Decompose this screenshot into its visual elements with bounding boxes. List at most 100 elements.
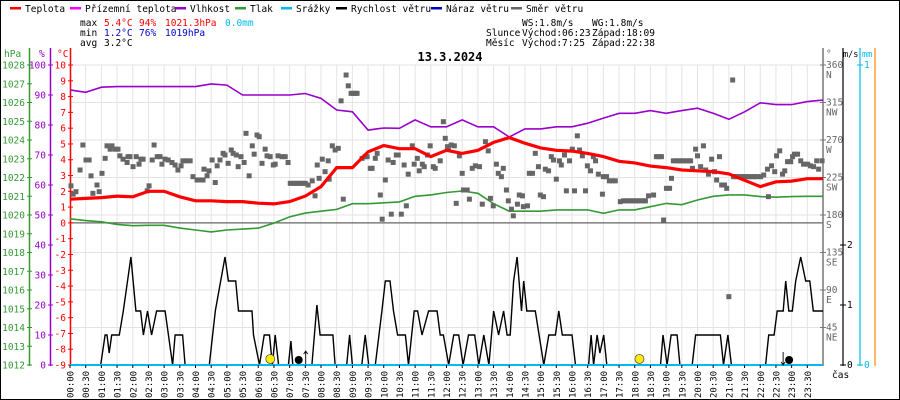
wind-direction-point [117, 153, 123, 159]
wind-direction-point [214, 163, 220, 169]
stat-min-temp: 1.2°C [104, 28, 133, 39]
wind-direction-point [369, 165, 375, 171]
wind-direction-point [553, 176, 559, 182]
wind-direction-point [329, 143, 335, 149]
wind-direction-point [485, 148, 491, 154]
wind-direction-point [777, 148, 783, 154]
wind-direction-point [272, 161, 278, 167]
x-tick-label: 19:00 [663, 371, 673, 398]
wind-direction-point [345, 83, 351, 89]
wind-tick-label: 0 [847, 360, 853, 371]
wind-direction-point [785, 159, 791, 165]
wind-direction-point [700, 143, 706, 149]
wind-direction-point [724, 185, 730, 191]
stat-avg-temp: 3.2°C [104, 38, 133, 49]
x-tick-label: 07:00 [286, 371, 296, 398]
direction-compass-label: W [826, 145, 832, 156]
wind-direction-point [675, 158, 681, 164]
wind-direction-point [693, 146, 699, 152]
wind-direction-point [86, 157, 92, 163]
pressure-tick-label: 1020 [2, 211, 25, 222]
temperature-tick-label: -6 [55, 313, 67, 324]
pressure-tick-label: 1019 [2, 229, 25, 240]
wind-direction-point [338, 98, 344, 104]
wind-direction-point [151, 142, 157, 148]
wind-direction-point [698, 164, 704, 170]
stat-max-humidity: 94% [139, 18, 156, 29]
temperature-tick-label: 4 [60, 155, 66, 166]
direction-axis-label: ° [826, 49, 832, 60]
wind-direction-point [721, 182, 727, 188]
temperature-tick-label: -1 [55, 234, 67, 245]
humidity-axis-label: % [39, 49, 45, 60]
humidity-tick-label: 10 [35, 331, 47, 342]
wind-direction-point [411, 161, 417, 167]
wind-direction-point [726, 294, 732, 300]
wind-direction-point [524, 203, 530, 209]
pressure-tick-label: 1021 [2, 192, 25, 203]
wind-direction-point [279, 154, 285, 160]
wind-direction-point [197, 177, 203, 183]
wind-direction-point [695, 153, 700, 159]
wind-direction-point [469, 165, 475, 171]
wind-direction-point [453, 200, 459, 206]
temperature-tick-label: 6 [60, 124, 66, 135]
wind-direction-point [747, 174, 753, 180]
humidity-tick-label: 80 [35, 121, 47, 132]
x-tick-label: 17:30 [616, 371, 626, 398]
pressure-tick-label: 1024 [2, 136, 25, 147]
wind-direction-point [537, 192, 543, 198]
wind-direction-point [801, 161, 807, 167]
wind-direction-point [668, 175, 674, 181]
wind-direction-point [600, 174, 606, 180]
wind-direction-point [638, 198, 644, 204]
wind-direction-point [372, 155, 378, 161]
x-tick-label: 10:30 [396, 371, 406, 398]
legend-label-precipitation: Srážky [296, 4, 331, 15]
wind-direction-point [70, 191, 76, 197]
wind-direction-point [120, 156, 126, 162]
wind-direction-point [68, 183, 74, 189]
x-tick-label: 20:00 [694, 371, 704, 398]
wind-direction-point [398, 211, 404, 217]
humidity-tick-label: 50 [35, 211, 47, 222]
wind-direction-point [230, 150, 236, 156]
humidity-tick-label: 100 [29, 61, 46, 72]
wind-direction-point [566, 158, 572, 164]
wind-direction-point [379, 216, 385, 222]
legend-swatch-wind_gust [431, 7, 442, 10]
direction-compass-label: NE [826, 333, 838, 344]
wind-direction-point [737, 174, 743, 180]
wind-direction-point [495, 170, 501, 176]
wind-direction-point [456, 153, 462, 159]
wind-direction-point [769, 163, 775, 169]
humidity-tick-label: 90 [35, 91, 47, 102]
wind-direction-point [178, 163, 184, 169]
wind-direction-point [165, 157, 171, 163]
legend-swatch-humidity [175, 7, 186, 10]
wind-direction-point [569, 146, 575, 152]
x-tick-label: 05:30 [239, 371, 249, 398]
pressure-tick-label: 1016 [2, 286, 25, 297]
wind-direction-point [405, 171, 411, 177]
wind-direction-point [445, 145, 451, 151]
direction-compass-label: S [826, 220, 832, 231]
wind-direction-point [73, 189, 79, 195]
wind-direction-point [500, 165, 506, 171]
x-tick-label: 23:00 [788, 371, 798, 398]
wind-direction-point [228, 147, 234, 153]
legend-label-temperature: Teplota [25, 4, 65, 15]
wind-direction-point [169, 160, 175, 165]
temperature-tick-label: 2 [60, 187, 66, 198]
wind-direction-point [487, 195, 493, 201]
direction-tick-label: 180 [826, 210, 843, 221]
wind-direction-point [83, 157, 89, 163]
wind-direction-point [582, 188, 588, 194]
wind-direction-point [754, 174, 760, 180]
direction-tick-label: 45 [826, 323, 837, 334]
wind-direction-point [498, 174, 504, 180]
wind-direction-point [187, 158, 193, 164]
rain-tick-label: 0 [864, 360, 870, 371]
